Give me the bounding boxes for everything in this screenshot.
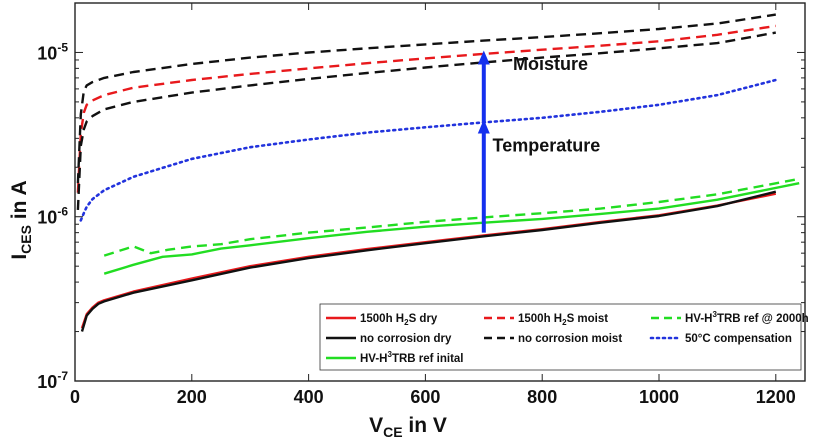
series-line-1500h-h2s-moist: [76, 24, 776, 193]
x-axis-title: VCE in V: [369, 414, 447, 440]
x-tick-label: 400: [294, 387, 324, 407]
series-line-no-corrosion-moist-lower: [76, 31, 777, 210]
plot-frame: [74, 2, 806, 382]
arrow-layer: [477, 50, 490, 233]
series-line-no-corrosion-dry: [80, 190, 777, 332]
arrow-head-1: [477, 119, 490, 134]
legend-label-no-corrosion-dry: no corrosion dry: [360, 333, 452, 345]
y-tick-label: 10-5: [37, 40, 68, 63]
annotation-layer: Moisture Temperature: [493, 54, 601, 155]
annotation-temperature: Temperature: [493, 135, 601, 155]
x-tick-label: 1000: [639, 387, 679, 407]
legend-label-hv-h3trb-ref-inital: HV-H3TRB ref inital: [360, 350, 464, 365]
series-line-50-c-compensation: [79, 78, 778, 222]
legend-box: [319, 303, 802, 371]
series-line-hv-h3trb-ref-2000h: [103, 177, 800, 257]
annotation-moisture: Moisture: [513, 54, 588, 74]
legend-label-50-c-compensation: 50°C compensation: [685, 333, 792, 345]
legend-label-hv-h3trb-ref-2000h: HV-H3TRB ref @ 2000h: [685, 310, 809, 325]
legend: 1500h H2S dry 1500h H2S moist HV-H3TRB ref…: [319, 303, 809, 371]
x-tick-label: 800: [527, 387, 557, 407]
x-tick-label: 200: [177, 387, 207, 407]
legend-label-no-corrosion-moist-upper: no corrosion moist: [518, 333, 622, 345]
series-line-no-corrosion-moist-upper: [76, 13, 776, 184]
y-axis-title: ICES in A: [8, 180, 34, 259]
y-tick-labels: 10-7 10-6 10-5: [37, 40, 68, 392]
arrow-head-2: [477, 50, 490, 65]
x-tick-label: 1200: [756, 387, 796, 407]
x-tick-labels: 0 200 400 600 800 1000 1200: [70, 387, 796, 407]
legend-items: 1500h H2S dry 1500h H2S moist HV-H3TRB ref…: [326, 310, 809, 365]
x-tick-label: 600: [410, 387, 440, 407]
legend-label-1500h-h2s-moist: 1500h H2S moist: [518, 313, 608, 327]
x-tick-label: 0: [70, 387, 80, 407]
series-layer: [76, 13, 800, 332]
series-line-hv-h3trb-ref-inital: [103, 182, 800, 275]
tick-layer: [74, 2, 805, 382]
y-tick-label: 10-7: [37, 369, 68, 392]
y-tick-label: 10-6: [37, 205, 68, 228]
legend-label-1500h-h2s-dry: 1500h H2S dry: [360, 313, 438, 327]
